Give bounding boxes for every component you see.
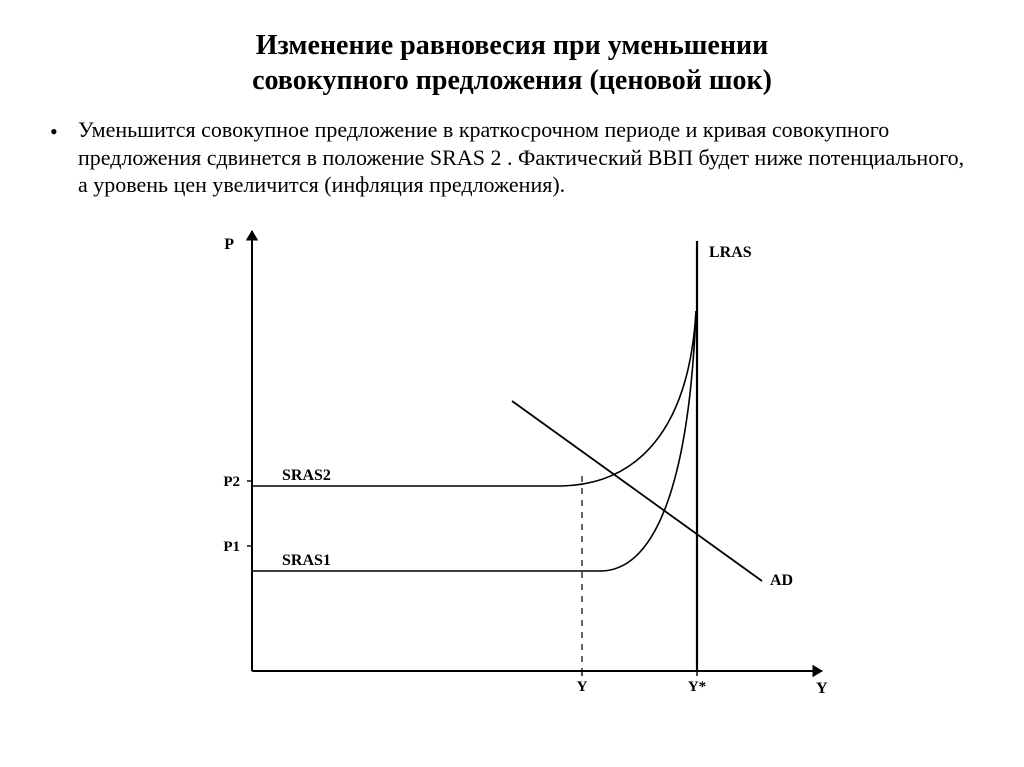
title-line-2: совокупного предложения (ценовой шок): [80, 63, 944, 98]
svg-text:P1: P1: [223, 539, 240, 555]
svg-text:P2: P2: [223, 474, 240, 490]
slide-page: Изменение равновесия при уменьшении сово…: [0, 0, 1024, 767]
chart-container: P Y LRAS SRAS1 P1 SRAS2 P2 AD Y Y*: [40, 211, 984, 711]
svg-text:AD: AD: [770, 572, 793, 589]
slide-title: Изменение равновесия при уменьшении сово…: [80, 28, 944, 98]
svg-text:Y: Y: [577, 679, 588, 695]
bullet-dot-icon: •: [50, 116, 78, 146]
svg-text:LRAS: LRAS: [709, 244, 752, 261]
svg-text:Y: Y: [816, 680, 828, 697]
svg-text:SRAS1: SRAS1: [282, 552, 331, 569]
svg-text:P: P: [224, 236, 234, 253]
sras-shift-diagram: P Y LRAS SRAS1 P1 SRAS2 P2 AD Y Y*: [162, 211, 862, 711]
body-paragraph: Уменьшится совокупное предложение в крат…: [78, 116, 974, 199]
title-line-1: Изменение равновесия при уменьшении: [80, 28, 944, 63]
body-bullet: • Уменьшится совокупное предложение в кр…: [50, 116, 974, 199]
svg-text:SRAS2: SRAS2: [282, 467, 331, 484]
svg-text:Y*: Y*: [688, 679, 706, 695]
